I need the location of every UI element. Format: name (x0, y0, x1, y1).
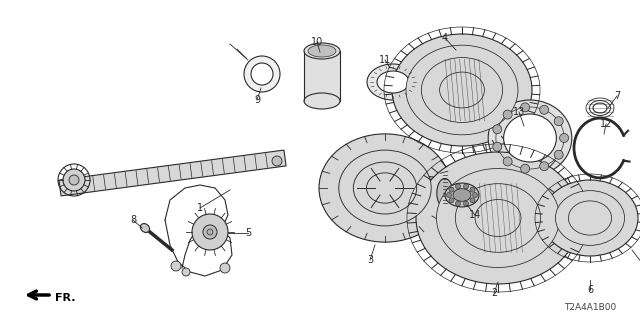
Circle shape (456, 201, 461, 206)
Circle shape (449, 198, 454, 203)
Circle shape (503, 157, 512, 166)
Ellipse shape (304, 93, 340, 109)
Circle shape (493, 142, 502, 151)
Ellipse shape (475, 200, 521, 236)
Circle shape (463, 201, 468, 206)
Ellipse shape (542, 180, 638, 256)
Polygon shape (59, 150, 286, 196)
Circle shape (220, 263, 230, 273)
Ellipse shape (436, 169, 559, 268)
Ellipse shape (504, 114, 556, 162)
Text: 10: 10 (311, 37, 323, 47)
Circle shape (182, 268, 190, 276)
Ellipse shape (445, 183, 479, 207)
Ellipse shape (556, 191, 625, 245)
Ellipse shape (308, 45, 336, 57)
Ellipse shape (421, 58, 502, 123)
Ellipse shape (140, 224, 150, 232)
Circle shape (63, 169, 85, 191)
Ellipse shape (406, 45, 518, 135)
Circle shape (472, 193, 477, 197)
Text: 12: 12 (600, 119, 612, 129)
FancyBboxPatch shape (304, 51, 340, 101)
Text: 2: 2 (491, 288, 497, 298)
Circle shape (456, 184, 461, 189)
Circle shape (470, 198, 475, 203)
Circle shape (521, 164, 530, 173)
Text: T2A4A1B00: T2A4A1B00 (564, 303, 616, 313)
Ellipse shape (440, 72, 484, 108)
Circle shape (449, 187, 454, 192)
Text: 7: 7 (614, 91, 620, 101)
Circle shape (470, 187, 475, 192)
Ellipse shape (319, 134, 451, 242)
Text: 11: 11 (379, 55, 391, 65)
Ellipse shape (488, 100, 572, 176)
Ellipse shape (568, 201, 612, 235)
Circle shape (540, 105, 548, 114)
Circle shape (554, 117, 563, 126)
Text: 4: 4 (442, 33, 448, 43)
Text: 1: 1 (197, 203, 203, 213)
Circle shape (207, 229, 213, 235)
Text: 6: 6 (587, 285, 593, 295)
Text: 5: 5 (245, 228, 251, 238)
Circle shape (251, 63, 273, 85)
Ellipse shape (367, 173, 403, 203)
Ellipse shape (416, 152, 580, 284)
Ellipse shape (453, 189, 471, 201)
Ellipse shape (339, 150, 431, 226)
Polygon shape (405, 173, 445, 208)
Ellipse shape (392, 34, 532, 146)
Circle shape (493, 125, 502, 134)
Ellipse shape (377, 71, 409, 93)
Circle shape (503, 110, 512, 119)
Circle shape (244, 56, 280, 92)
Circle shape (171, 261, 181, 271)
Circle shape (540, 162, 548, 171)
Circle shape (463, 184, 468, 189)
Text: 13: 13 (513, 107, 525, 117)
Circle shape (272, 156, 282, 166)
Text: FR.: FR. (55, 293, 76, 303)
Circle shape (559, 133, 568, 142)
Circle shape (203, 225, 217, 239)
Text: 14: 14 (469, 210, 481, 220)
Ellipse shape (437, 179, 453, 207)
Text: 9: 9 (254, 95, 260, 105)
Circle shape (521, 103, 530, 112)
Ellipse shape (353, 162, 417, 214)
Ellipse shape (367, 64, 419, 100)
Text: 3: 3 (367, 255, 373, 265)
Circle shape (447, 193, 451, 197)
Circle shape (192, 214, 228, 250)
Ellipse shape (304, 43, 340, 59)
Text: 8: 8 (130, 215, 136, 225)
Circle shape (69, 175, 79, 185)
Ellipse shape (456, 184, 541, 252)
Circle shape (554, 150, 563, 159)
